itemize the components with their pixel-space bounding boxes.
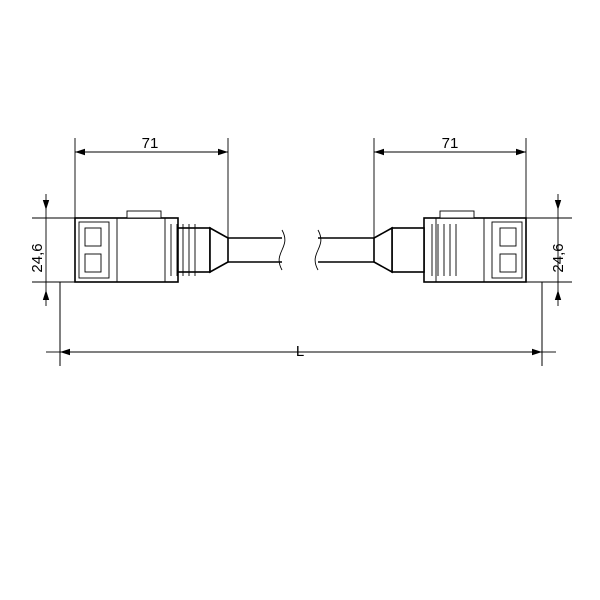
dim-right-71: 71 [442,135,459,152]
dim-right-height: 24,6 [550,243,567,272]
dim-left-height: 24,6 [29,243,46,272]
dim-left-71: 71 [142,135,159,152]
dim-overall-L: L [296,343,304,360]
connector-drawing [75,211,526,282]
